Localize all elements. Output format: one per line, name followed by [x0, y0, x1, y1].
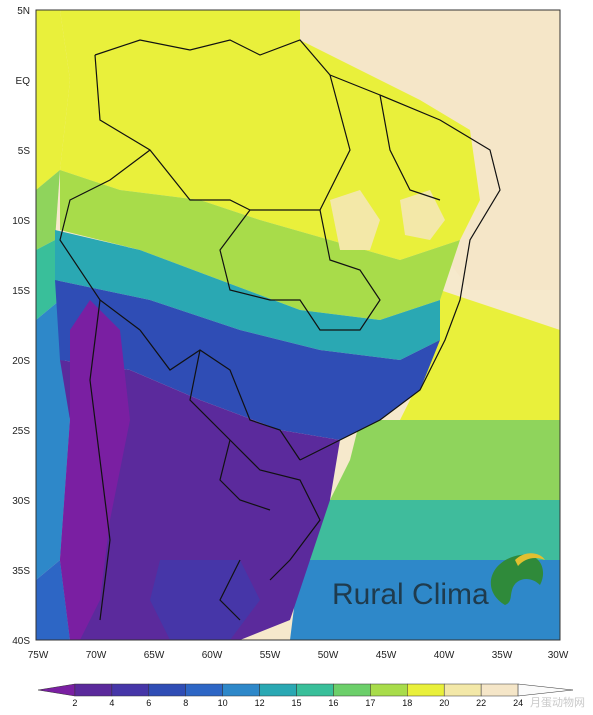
- colorbar-swatch: [407, 683, 445, 697]
- lat-label: 30S: [12, 496, 30, 507]
- land-zone-north-yellow: [60, 10, 480, 260]
- longitude-axis: 75W 70W 65W 60W 55W 50W 45W 40W 35W 30W: [28, 650, 569, 661]
- colorbar-swatch: [74, 683, 113, 697]
- colorbar-label: 4: [109, 698, 114, 708]
- colorbar-label: 22: [476, 698, 486, 708]
- colorbar-swatch: [148, 683, 186, 697]
- colorbar-label: 24: [513, 698, 523, 708]
- pacific-zone-blue-south: [36, 560, 70, 640]
- lat-label: 25S: [12, 426, 30, 437]
- pacific-zone-green: [36, 170, 60, 250]
- highland-patch-1: [330, 190, 380, 250]
- lat-label: 5N: [17, 6, 30, 17]
- land-zone-south-cone: [150, 560, 260, 640]
- colorbar-label: 16: [328, 698, 338, 708]
- pacific-zone-teal: [36, 240, 60, 320]
- lon-label: 45W: [376, 650, 397, 661]
- land-zone-deep-purple: [60, 300, 130, 640]
- colorbar-swatch: [443, 683, 482, 697]
- colorbar-swatch: [480, 683, 519, 697]
- lon-label: 35W: [492, 650, 513, 661]
- colorbar-label: 6: [146, 698, 151, 708]
- colorbar-label: 2: [72, 698, 77, 708]
- colorbar: 2 4 6 8 10 12 15 16 17 18 20 22 24: [37, 683, 574, 708]
- lat-label: 5S: [18, 146, 31, 157]
- colorbar-swatch: [370, 683, 408, 697]
- colorbar-label: 20: [439, 698, 449, 708]
- land-zone-purple: [60, 360, 340, 640]
- colorbar-swatch: [111, 683, 150, 697]
- lon-label: 50W: [318, 650, 339, 661]
- lon-label: 70W: [86, 650, 107, 661]
- leaf-icon-accent: [515, 553, 545, 566]
- ocean-zone-green: [330, 420, 560, 500]
- colorbar-swatch: [222, 683, 260, 697]
- brand-logo: Rural Clima: [332, 553, 545, 611]
- lat-label: EQ: [16, 76, 31, 87]
- lon-label: 40W: [434, 650, 455, 661]
- pacific-zone-blue: [36, 300, 70, 580]
- colorbar-swatch: [37, 683, 76, 697]
- colorbar-swatch: [296, 683, 334, 697]
- colorbar-label: 10: [218, 698, 228, 708]
- lat-label: 40S: [12, 636, 30, 647]
- country-borders: [59, 39, 501, 621]
- colorbar-label: 18: [402, 698, 412, 708]
- pacific-zone-yellow: [36, 10, 70, 190]
- colorbar-label: 8: [183, 698, 188, 708]
- brand-text: Rural Clima: [332, 578, 489, 611]
- latitude-axis: 5N EQ 5S 10S 15S 20S 25S 30S 35S 40S: [12, 6, 30, 647]
- ocean-zone-north: [300, 10, 560, 290]
- lon-label: 75W: [28, 650, 49, 661]
- colorbar-label: 17: [365, 698, 375, 708]
- lat-label: 35S: [12, 566, 30, 577]
- colorbar-label: 15: [291, 698, 301, 708]
- leaf-icon: [490, 554, 544, 605]
- colorbar-swatch: [333, 683, 371, 697]
- ocean-zone-teal: [310, 500, 560, 560]
- highland-patch-2: [400, 190, 445, 240]
- lon-label: 60W: [202, 650, 223, 661]
- lon-label: 30W: [548, 650, 569, 661]
- colorbar-swatch: [259, 683, 297, 697]
- colorbar-label: 12: [255, 698, 265, 708]
- land-zone-blue: [55, 280, 440, 440]
- land-zone-green-belt: [60, 170, 460, 320]
- lat-label: 15S: [12, 286, 30, 297]
- lat-label: 10S: [12, 216, 30, 227]
- land-zone-teal-belt: [55, 230, 440, 360]
- map-panel: [35, 9, 561, 641]
- map-frame: [35, 9, 561, 641]
- lon-label: 65W: [144, 650, 165, 661]
- colorbar-swatch: [517, 683, 574, 697]
- watermark-text: 月蛋动物网: [530, 695, 585, 709]
- lat-label: 20S: [12, 356, 30, 367]
- lon-label: 55W: [260, 650, 281, 661]
- colorbar-swatch: [185, 683, 223, 697]
